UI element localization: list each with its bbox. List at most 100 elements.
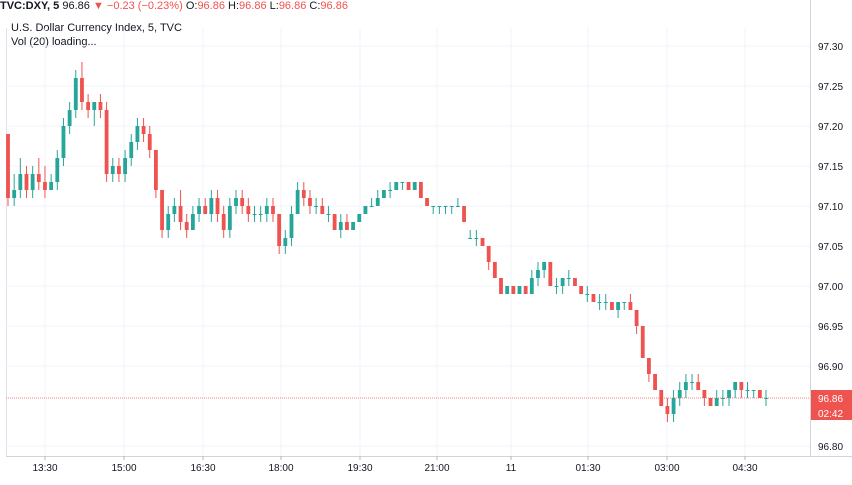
candle-body [659,390,664,406]
candle [733,382,738,398]
low-label: L: [269,0,279,12]
candle [536,262,540,286]
last-price-badge-label: 96.86 [818,394,843,405]
candle-body [252,214,257,215]
candle-body [197,206,201,214]
candle-body [585,294,590,295]
open-label: O: [185,0,198,12]
candle [141,118,146,142]
candle [221,206,226,238]
candle-body [110,166,115,174]
candle [739,382,744,398]
close-label: C: [309,0,321,12]
candle-body [579,286,584,294]
candle-body [147,134,152,150]
candle-body [622,302,627,303]
series-legend[interactable]: U.S. Dollar Currency Index, 5, TVC [11,22,182,34]
candle [616,302,621,318]
candle [135,118,140,150]
candle-body [751,390,756,391]
candle [486,246,491,270]
candle-body [511,286,516,294]
time-tick-label: 03:00 [654,463,679,474]
candle-body [178,206,183,222]
time-axis[interactable]: 13:30 15:00 16:30 18:00 19:30 21:00 11 01:30 03:… [32,456,758,474]
candle-body [295,190,300,214]
candle [548,262,553,286]
price-tick-label: 96.90 [818,362,843,373]
candle-body [43,182,47,190]
candle-body [492,262,497,278]
price-axis[interactable]: 97.30 97.25 97.20 97.15 97.10 97.05 97.00 96.95… [811,42,852,453]
candle [98,94,103,118]
candle-body [690,382,694,383]
candle [671,390,676,422]
candle-body [357,214,362,222]
candle-body [160,190,164,230]
candle-body [739,382,744,390]
time-tick-label: 21:00 [424,463,449,474]
candle-body [73,78,78,110]
candle-body [332,214,337,230]
candle [708,398,713,406]
candle [332,214,337,230]
candle [400,182,405,190]
candle-body [437,206,442,207]
candle-body [135,126,140,142]
candle-body [523,286,528,294]
candle-body [301,190,306,198]
candle [727,390,731,406]
candle [560,278,565,294]
candle-body [190,214,195,230]
volume-legend[interactable]: Vol (20) loading... [11,36,97,48]
candle [30,166,35,198]
candle [394,182,399,190]
candle-body [258,214,263,215]
candle-body [683,382,688,390]
candle [505,286,510,294]
candle-body [240,198,245,206]
candle [628,294,633,310]
candle [357,214,362,222]
candle-body [529,278,534,294]
price-tick-label: 97.30 [818,42,843,53]
candle-body [671,398,676,414]
candle [683,374,688,398]
grid-lines [6,0,852,457]
candle-body [117,166,121,174]
candle [745,382,750,398]
candle-body [203,206,208,214]
candle [443,206,448,214]
candle [123,150,127,182]
candle-body [283,238,288,246]
candle-body [320,206,325,214]
price-tick-label: 97.05 [818,242,843,253]
symbol-label[interactable]: TVC:DXY, 5 [0,0,60,12]
candle-body [628,302,633,310]
time-tick-label: 01:30 [575,463,600,474]
candle [67,102,72,134]
candle-body [714,398,719,406]
price-tick-label: 97.00 [818,282,843,293]
candle [634,310,639,334]
candle [603,294,608,310]
candle [751,390,756,398]
candle-body [468,238,473,239]
candle [258,206,263,222]
candle [579,286,584,294]
price-tick-label: 97.20 [818,122,843,133]
candle [197,198,201,222]
candle [542,262,547,278]
candle [455,198,460,207]
candle [295,182,300,214]
candle [314,198,319,214]
candle [382,190,386,198]
candle-body [388,190,392,191]
candle [271,198,275,222]
candle-body [542,262,547,270]
candle [73,70,78,118]
candle [338,214,343,238]
candle-body [406,182,411,190]
